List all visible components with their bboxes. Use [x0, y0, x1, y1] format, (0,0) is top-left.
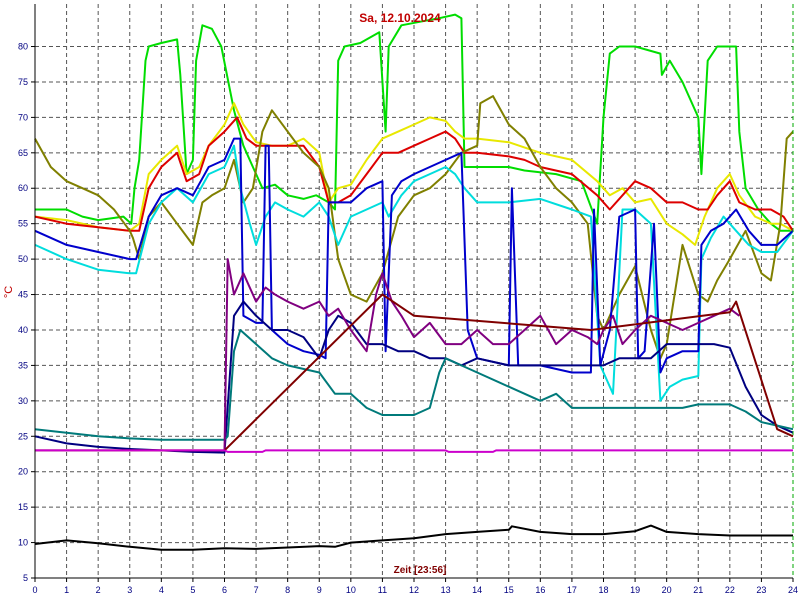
x-tick-label: 7	[254, 585, 259, 595]
x-tick-label: 15	[504, 585, 514, 595]
series-layer	[34, 13, 794, 551]
x-tick-label: 3	[127, 585, 132, 595]
x-tick-label: 9	[317, 585, 322, 595]
series-line	[34, 524, 793, 551]
x-tick-label: 0	[32, 585, 37, 595]
x-tick-label: 16	[535, 585, 545, 595]
series-line	[34, 144, 794, 402]
x-tick-label: 12	[409, 585, 419, 595]
y-tick-label: 70	[18, 112, 28, 122]
grid-lines	[35, 4, 793, 579]
x-tick-label: 11	[378, 585, 387, 595]
series-line	[34, 116, 794, 232]
y-tick-label: 35	[18, 360, 28, 370]
y-tick-label: 5	[23, 573, 28, 583]
y-tick-label: 80	[18, 42, 28, 52]
x-tick-label: 22	[725, 585, 735, 595]
x-tick-label: 18	[598, 585, 608, 595]
x-tick-label: 17	[567, 585, 577, 595]
series-line	[34, 137, 794, 374]
y-tick-label: 75	[18, 77, 28, 87]
y-tick-label: 25	[18, 431, 28, 441]
y-tick-label: 15	[18, 502, 28, 512]
tick-labels: 0 1 2 3 4 5 6 7 8 9 10 11 12 13 14 15 16 17 18 19 20 21 22 23 24…	[18, 42, 798, 595]
y-tick-label: 45	[18, 290, 28, 300]
series-line	[34, 102, 794, 246]
chart-title: Sa, 12.10.2024	[359, 11, 441, 25]
y-tick-label: 55	[18, 219, 28, 229]
series-line	[223, 258, 740, 451]
axes	[31, 4, 794, 582]
y-tick-label: 65	[18, 148, 28, 158]
x-tick-label: 2	[96, 585, 101, 595]
x-tick-label: 24	[788, 585, 798, 595]
x-tick-label: 23	[756, 585, 766, 595]
x-tick-label: 8	[285, 585, 290, 595]
series-line	[35, 293, 794, 452]
x-tick-label: 6	[222, 585, 227, 595]
x-tick-label: 1	[64, 585, 69, 595]
x-tick-label: 19	[630, 585, 640, 595]
y-tick-label: 60	[18, 183, 28, 193]
x-axis-label: Zeit [23:56]	[394, 565, 447, 576]
y-tick-label: 50	[18, 254, 28, 264]
y-tick-label: 40	[18, 325, 28, 335]
x-tick-label: 13	[441, 585, 451, 595]
series-line	[34, 300, 794, 454]
x-tick-label: 21	[693, 585, 703, 595]
series-line	[34, 329, 794, 441]
y-axis-label: °C	[3, 286, 15, 298]
x-tick-label: 20	[662, 585, 672, 595]
series-line	[35, 13, 793, 232]
y-tick-label: 20	[18, 467, 28, 477]
x-tick-label: 14	[472, 585, 482, 595]
x-tick-label: 10	[346, 585, 356, 595]
y-tick-label: 30	[18, 396, 28, 406]
y-tick-label: 10	[18, 538, 28, 548]
x-tick-label: 5	[190, 585, 195, 595]
x-tick-label: 4	[159, 585, 164, 595]
series-line	[35, 449, 793, 453]
